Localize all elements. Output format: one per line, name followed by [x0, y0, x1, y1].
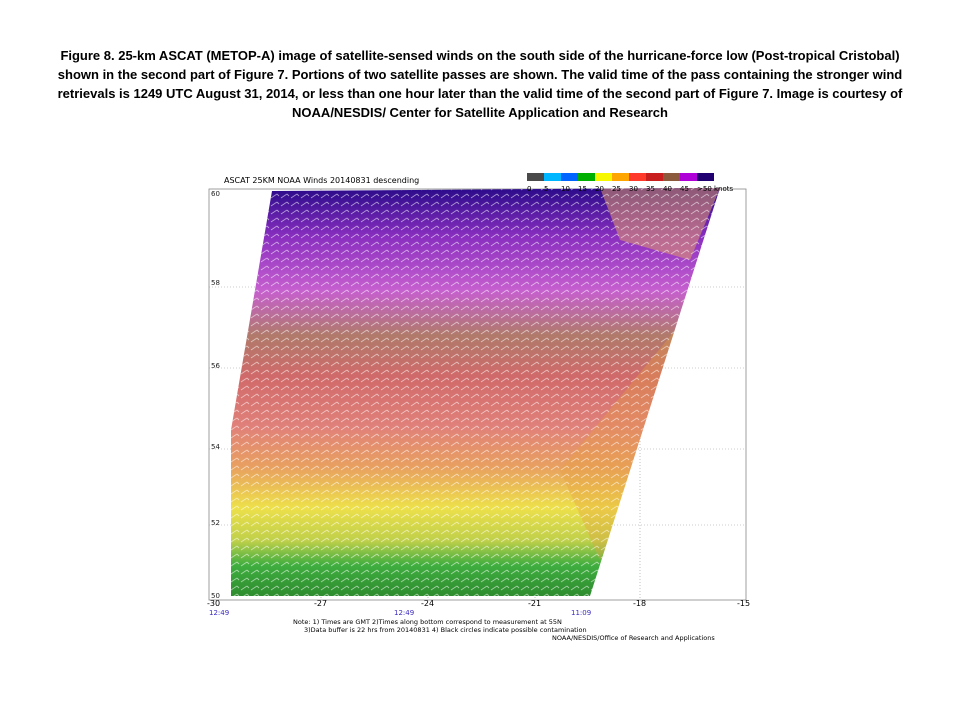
legend-swatch	[629, 173, 646, 181]
note-credit: NOAA/NESDIS/Office of Research and Appli…	[552, 634, 715, 642]
plot-frame	[208, 188, 747, 601]
wind-barbs	[231, 188, 720, 596]
legend-swatch	[544, 173, 561, 181]
pass-time-label: 12:49	[394, 609, 414, 617]
legend-swatch	[680, 173, 697, 181]
y-tick-label: 54	[211, 443, 220, 451]
legend-swatch	[646, 173, 663, 181]
y-tick-label: 58	[211, 279, 220, 287]
legend-label: 15	[578, 185, 587, 193]
legend-swatch	[663, 173, 680, 181]
wind-speed-legend: 0 5 10 15 20 25 30 35 40 45 >50 knots	[527, 173, 734, 193]
x-tick-label: -21	[528, 599, 541, 608]
wind-swath	[231, 188, 720, 596]
note-line: 3)Data buffer is 22 hrs from 20140831 4)…	[304, 626, 587, 634]
pass-time-label: 12:49	[209, 609, 229, 617]
legend-swatch	[612, 173, 629, 181]
x-tick-label: -18	[633, 599, 646, 608]
legend-label: >50 knots	[697, 185, 734, 193]
x-tick-label: -24	[421, 599, 434, 608]
legend-label: 0	[527, 185, 531, 193]
legend-label: 5	[544, 185, 548, 193]
pass-time-label: 11:09	[571, 609, 591, 617]
legend-swatch	[527, 173, 544, 181]
y-tick-label: 52	[211, 519, 220, 527]
figure-caption: Figure 8. 25-km ASCAT (METOP-A) image of…	[57, 48, 903, 120]
x-tick-label: -27	[314, 599, 327, 608]
legend-label: 10	[561, 185, 570, 193]
legend-label: 20	[595, 185, 604, 193]
legend-label: 35	[646, 185, 655, 193]
legend-label: 40	[663, 185, 672, 193]
legend-swatch	[578, 173, 595, 181]
legend-swatch	[595, 173, 612, 181]
legend-swatch	[697, 173, 714, 181]
y-tick-label: 56	[211, 362, 220, 370]
legend-label: 30	[629, 185, 638, 193]
y-tick-label: 60	[211, 190, 220, 198]
legend-label: 45	[680, 185, 689, 193]
legend-label: 25	[612, 185, 621, 193]
legend-swatch	[561, 173, 578, 181]
y-tick-label: 50	[211, 592, 220, 600]
x-tick-label: -30	[207, 599, 220, 608]
plot-title: ASCAT 25KM NOAA Winds 20140831 descendin…	[224, 176, 419, 185]
note-line: Note: 1) Times are GMT 2)Times along bot…	[293, 618, 562, 626]
x-tick-label: -15	[737, 599, 750, 608]
